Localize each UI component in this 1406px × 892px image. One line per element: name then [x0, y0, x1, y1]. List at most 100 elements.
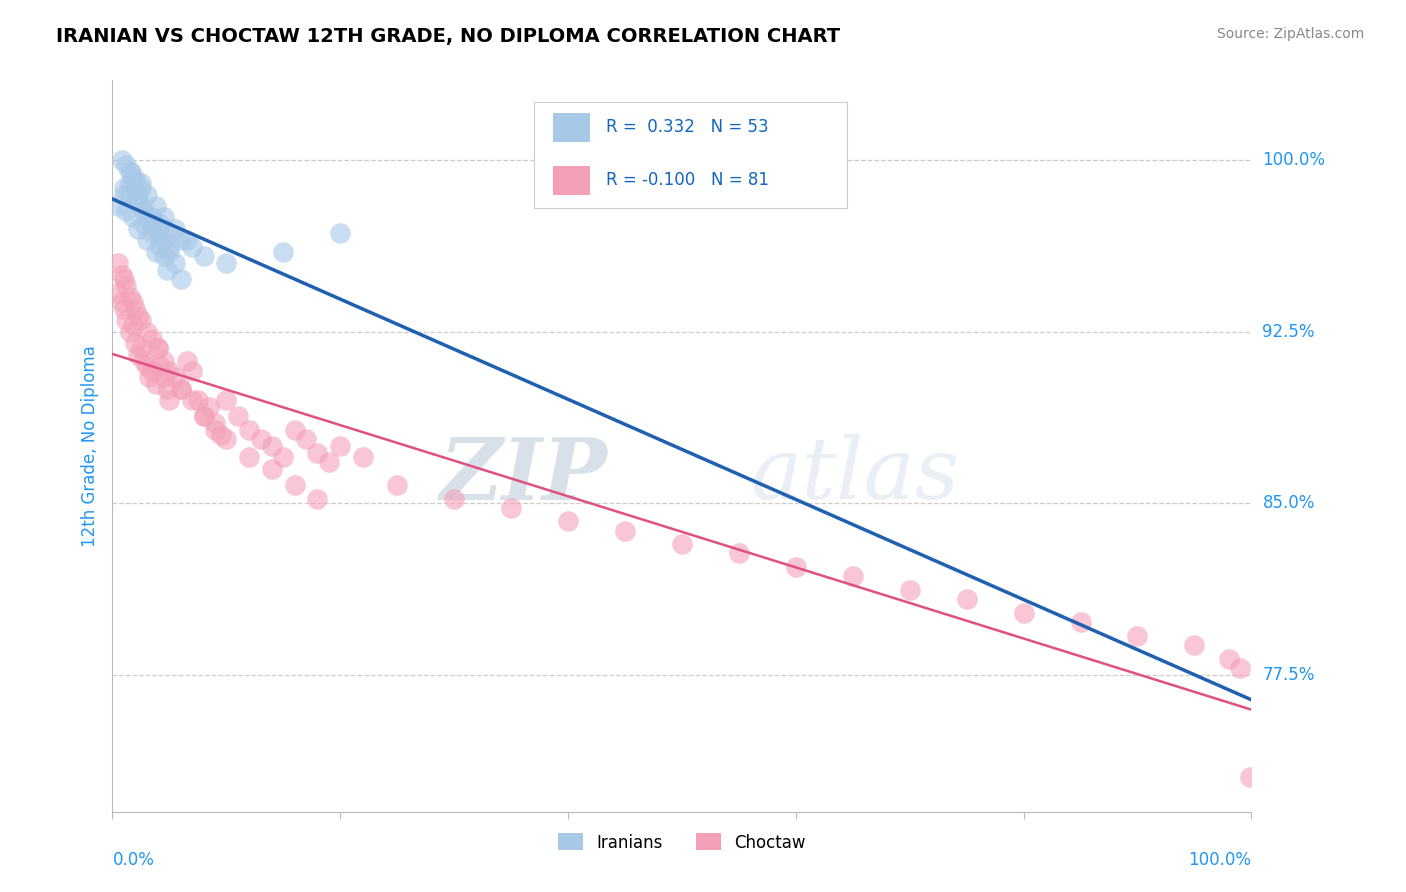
Text: R =  0.332   N = 53: R = 0.332 N = 53: [606, 118, 768, 136]
Point: [118, 187, 141, 202]
Point: [107, 199, 129, 213]
Point: [329, 439, 352, 453]
Point: [149, 217, 172, 231]
Point: [198, 400, 221, 414]
Point: [146, 227, 169, 241]
Point: [107, 256, 129, 270]
Point: [307, 491, 329, 506]
Point: [110, 268, 132, 282]
Point: [204, 416, 226, 430]
Point: [129, 199, 152, 213]
Point: [170, 233, 193, 247]
Point: [124, 171, 146, 186]
Point: [127, 309, 149, 323]
Point: [501, 500, 523, 515]
Point: [159, 363, 180, 377]
Point: [284, 423, 307, 437]
Point: [146, 341, 169, 355]
Point: [129, 313, 152, 327]
Point: [129, 176, 152, 190]
Y-axis label: 12th Grade, No Diploma: 12th Grade, No Diploma: [80, 345, 98, 547]
Point: [110, 295, 132, 310]
Point: [112, 301, 135, 316]
Point: [193, 409, 215, 424]
Point: [329, 227, 352, 241]
Point: [112, 272, 135, 286]
Point: [129, 180, 152, 194]
Point: [204, 423, 226, 437]
Point: [110, 153, 132, 168]
Point: [152, 370, 174, 384]
Point: [145, 244, 167, 259]
FancyBboxPatch shape: [534, 103, 846, 209]
Point: [1239, 771, 1261, 785]
Point: [181, 363, 204, 377]
Point: [127, 222, 149, 236]
Point: [124, 336, 146, 351]
Point: [176, 354, 198, 368]
Point: [112, 180, 135, 194]
Point: [176, 233, 198, 247]
Text: Source: ZipAtlas.com: Source: ZipAtlas.com: [1216, 27, 1364, 41]
Point: [141, 363, 163, 377]
Point: [1069, 615, 1091, 629]
Point: [238, 450, 260, 465]
Point: [127, 194, 149, 209]
Point: [152, 354, 174, 368]
Point: [728, 546, 751, 560]
Point: [138, 211, 160, 225]
Point: [146, 222, 169, 236]
Point: [135, 187, 157, 202]
Point: [249, 432, 271, 446]
Point: [165, 222, 187, 236]
Point: [841, 569, 863, 583]
Point: [149, 240, 172, 254]
Point: [170, 382, 193, 396]
Point: [385, 478, 409, 492]
Bar: [553, 166, 589, 195]
Bar: [553, 113, 589, 143]
Point: [165, 370, 187, 384]
Point: [107, 285, 129, 300]
Point: [127, 187, 149, 202]
Point: [122, 295, 145, 310]
Point: [134, 203, 156, 218]
Text: 100.0%: 100.0%: [1263, 152, 1326, 169]
Text: 0.0%: 0.0%: [112, 851, 155, 869]
Point: [145, 199, 167, 213]
Point: [352, 450, 374, 465]
Point: [122, 211, 145, 225]
Point: [122, 318, 145, 332]
Point: [118, 325, 141, 339]
Text: ZIP: ZIP: [440, 434, 607, 517]
Point: [238, 423, 260, 437]
Point: [112, 187, 135, 202]
Text: 100.0%: 100.0%: [1188, 851, 1251, 869]
Point: [134, 217, 156, 231]
Point: [152, 233, 174, 247]
Point: [165, 256, 187, 270]
Point: [284, 478, 307, 492]
Point: [215, 256, 238, 270]
Point: [613, 524, 636, 538]
Point: [1218, 651, 1240, 665]
Point: [146, 341, 169, 355]
Point: [118, 164, 141, 178]
Point: [215, 432, 238, 446]
Point: [141, 211, 163, 225]
Point: [443, 491, 465, 506]
Point: [260, 439, 283, 453]
Point: [181, 393, 204, 408]
Point: [129, 341, 152, 355]
Point: [134, 354, 156, 368]
Point: [135, 211, 157, 225]
Point: [1012, 606, 1035, 620]
Point: [170, 382, 193, 396]
Text: 85.0%: 85.0%: [1263, 494, 1315, 512]
Point: [120, 164, 142, 178]
Point: [124, 194, 146, 209]
Point: [118, 290, 141, 304]
Text: 92.5%: 92.5%: [1263, 323, 1315, 341]
Point: [1229, 661, 1251, 675]
Point: [181, 240, 204, 254]
